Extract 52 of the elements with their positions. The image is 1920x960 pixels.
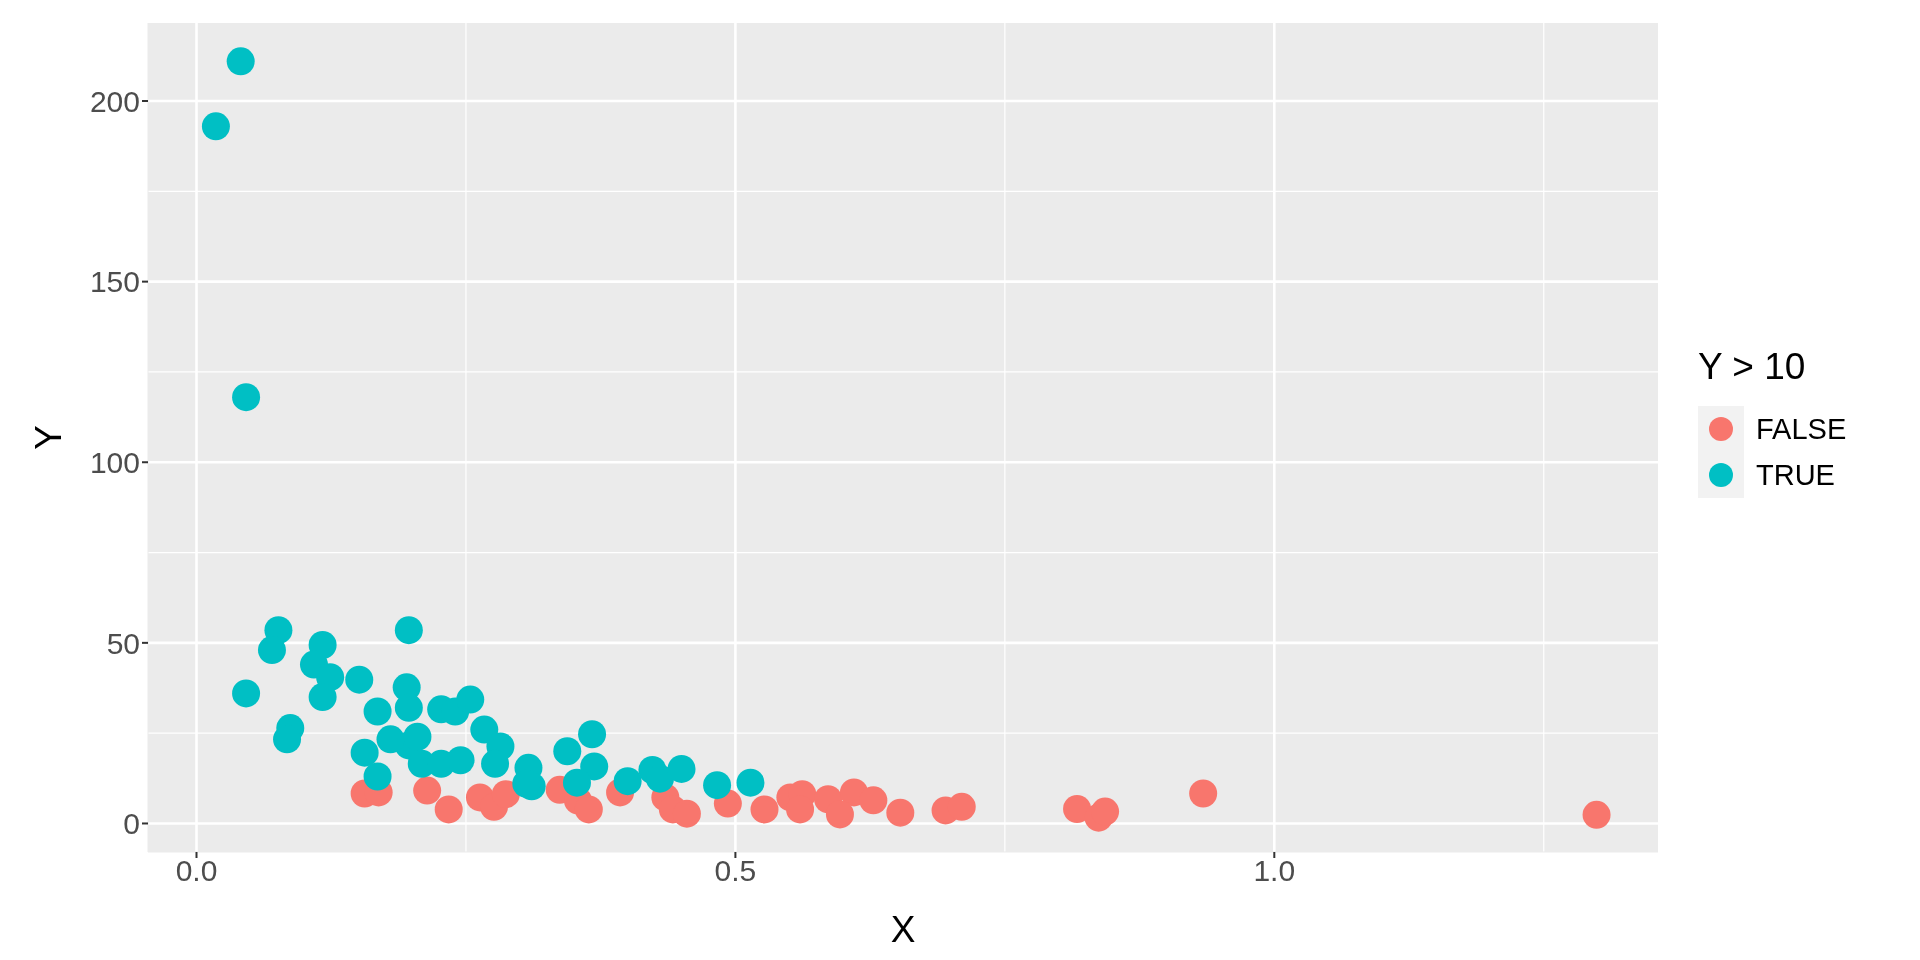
point bbox=[345, 665, 374, 694]
x-axis-title: X bbox=[890, 909, 916, 950]
point bbox=[1063, 795, 1092, 824]
point bbox=[645, 764, 674, 793]
point bbox=[470, 715, 499, 744]
legend-title: Y > 10 bbox=[1698, 346, 1807, 388]
point bbox=[1582, 800, 1611, 829]
point bbox=[308, 683, 337, 712]
point bbox=[750, 795, 779, 824]
point bbox=[886, 798, 915, 827]
point bbox=[363, 762, 392, 791]
point bbox=[703, 771, 732, 800]
point bbox=[562, 768, 591, 797]
y-tick-label: 0 bbox=[123, 807, 140, 841]
point bbox=[226, 47, 255, 76]
legend-label: TRUE bbox=[1756, 458, 1835, 492]
point bbox=[257, 636, 286, 665]
y-tick-label: 150 bbox=[89, 265, 140, 299]
point bbox=[376, 725, 405, 754]
point bbox=[394, 616, 423, 645]
point bbox=[232, 679, 261, 708]
point bbox=[580, 752, 609, 781]
point bbox=[413, 776, 442, 805]
point bbox=[1091, 797, 1120, 826]
point bbox=[491, 780, 520, 809]
point bbox=[736, 768, 765, 797]
point bbox=[434, 795, 463, 824]
point bbox=[350, 738, 379, 767]
x-tick-label: 0.5 bbox=[714, 854, 757, 888]
y-tick-label: 50 bbox=[106, 626, 140, 660]
y-axis-title: Y bbox=[28, 425, 70, 450]
point bbox=[446, 746, 475, 775]
point bbox=[574, 795, 603, 824]
point bbox=[667, 754, 696, 783]
point bbox=[201, 112, 230, 141]
point bbox=[403, 722, 432, 751]
point bbox=[578, 720, 607, 749]
x-tick-label: 0.0 bbox=[175, 854, 218, 888]
point bbox=[1189, 779, 1218, 808]
point bbox=[394, 693, 423, 722]
point bbox=[859, 786, 888, 815]
point bbox=[613, 767, 642, 796]
point bbox=[363, 697, 392, 726]
point bbox=[232, 383, 261, 412]
point bbox=[825, 800, 854, 829]
y-tick-label: 100 bbox=[89, 445, 140, 479]
point bbox=[553, 737, 582, 766]
point bbox=[456, 685, 485, 714]
point bbox=[481, 749, 510, 778]
legend-label: FALSE bbox=[1756, 412, 1847, 446]
y-tick-label: 200 bbox=[89, 84, 140, 118]
x-tick-label: 1.0 bbox=[1253, 854, 1296, 888]
